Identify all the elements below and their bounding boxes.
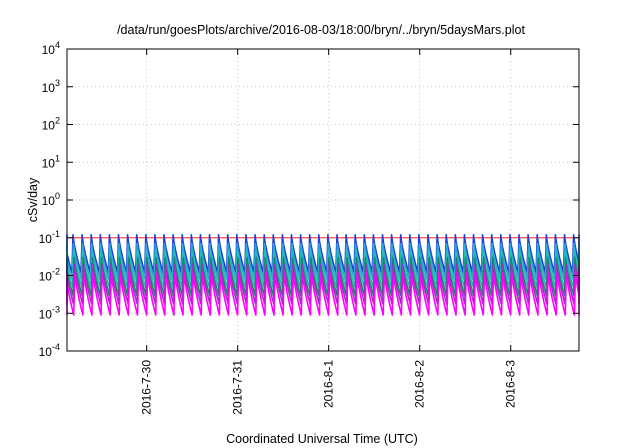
x-tick-labels: 2016-7-30 2016-7-31 2016-8-1 2016-8-2 2016-8… <box>140 360 518 415</box>
y-tick-label: 104 <box>42 40 60 57</box>
x-tick-label: 2016-8-3 <box>504 360 518 408</box>
y-tick-label: 10-1 <box>39 229 60 246</box>
y-tick-label: 10-4 <box>39 342 60 359</box>
y-tick-label: 102 <box>42 116 60 133</box>
x-tick-label: 2016-8-2 <box>413 360 427 408</box>
x-axis-label: Coordinated Universal Time (UTC) <box>226 432 418 446</box>
x-tick-label: 2016-7-30 <box>140 360 154 415</box>
y-tick-label: 101 <box>42 153 60 170</box>
y-tick-label: 103 <box>42 78 60 95</box>
y-tick-labels: 10-4 10-3 10-2 10-1 100 101 102 103 104 <box>39 40 60 359</box>
y-tick-label: 10-3 <box>39 304 60 321</box>
chart-title: /data/run/goesPlots/archive/2016-08-03/1… <box>117 23 525 37</box>
y-tick-label: 10-2 <box>39 267 60 284</box>
x-tick-label: 2016-8-1 <box>322 360 336 408</box>
series-layer <box>66 234 580 316</box>
y-axis-label: cSv/day <box>26 177 40 222</box>
y-tick-label: 100 <box>42 191 60 208</box>
axes-ticks <box>67 48 579 352</box>
x-tick-label: 2016-7-31 <box>231 360 245 415</box>
series-line <box>66 271 580 316</box>
